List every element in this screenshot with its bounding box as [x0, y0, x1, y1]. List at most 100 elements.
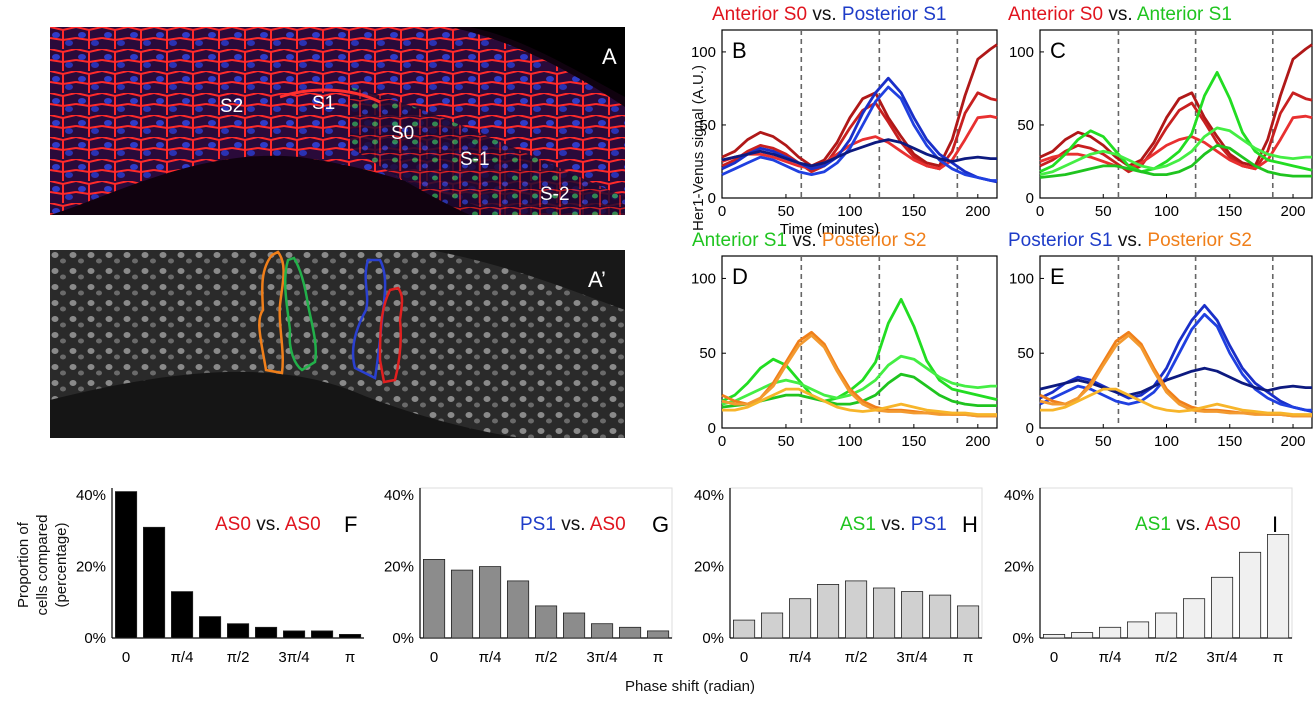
x-tick-label: 200	[1281, 433, 1306, 450]
y-tick-label: 20%	[76, 559, 106, 576]
y-tick-label: 100	[691, 44, 716, 61]
series-line-5	[1039, 126, 1312, 176]
series-line-3	[721, 114, 998, 171]
label-s0: S0	[391, 123, 414, 144]
x-tick-label: 0	[718, 203, 726, 220]
title-group-2: Posterior S2	[1147, 230, 1252, 251]
y-tick-label: 0%	[702, 630, 724, 647]
title-group-2: AS0	[285, 514, 321, 535]
bar-6	[563, 612, 586, 639]
bar-9	[338, 633, 362, 639]
x-tick-label: 50	[1095, 433, 1112, 450]
title-group-1: Anterior S0	[1008, 4, 1103, 25]
bar-charts: 0% 20% 40% 0 π/4 π/2 3π/4 π AS0 vs. AS0 F 0% 20% 40%…	[76, 487, 1293, 666]
bar-3	[170, 591, 194, 639]
x-tick-label: 0	[718, 433, 726, 450]
x-tick-label: 150	[1217, 203, 1242, 220]
y-tick-label: 50	[699, 345, 716, 362]
panel-letter-h: H	[962, 512, 978, 537]
outline-anterior-s0	[378, 286, 404, 384]
title-group-2: Posterior S2	[822, 230, 927, 251]
chart-title-h: AS1 vs. PS1	[840, 514, 947, 535]
x-tick-label: 150	[901, 433, 926, 450]
bar-2	[1071, 632, 1094, 639]
y-tick-label: 0	[1026, 190, 1034, 207]
bar-chart-g: 0% 20% 40% 0 π/4 π/2 3π/4 π PS1 vs. AS0 G	[384, 487, 673, 666]
y-tick-label: 40%	[384, 487, 414, 504]
bar-9	[647, 630, 670, 639]
bar-7	[1211, 576, 1234, 639]
y-tick-label: 50	[1017, 117, 1034, 134]
x-tick-label: π/4	[479, 649, 502, 666]
panel-letter-d: D	[732, 264, 748, 289]
bar-chart-f: 0% 20% 40% 0 π/4 π/2 3π/4 π AS0 vs. AS0 F	[76, 487, 364, 666]
title-group-1: AS1	[840, 514, 876, 535]
y-tick-label: 40%	[694, 487, 724, 504]
bar-3	[478, 566, 502, 639]
title-group-2: Anterior S1	[1137, 4, 1232, 25]
y-tick-label: 0	[708, 420, 716, 437]
panel-letter-i: I	[1272, 512, 1278, 537]
x-axis-label-phase: Phase shift (radian)	[624, 678, 756, 695]
x-tick-label: π/2	[535, 649, 558, 666]
panel-a-image: S2 S1 S0 S-1 S-2 A	[50, 27, 625, 215]
y-tick-label: 20%	[1004, 559, 1034, 576]
title-group-2: AS0	[1205, 514, 1241, 535]
title-group-1: PS1	[520, 514, 556, 535]
x-tick-label: 3π/4	[278, 649, 309, 666]
bar-6	[873, 587, 896, 639]
x-tick-label: π	[963, 649, 973, 666]
x-tick-label: 100	[1154, 433, 1179, 450]
x-tick-label: 200	[965, 203, 990, 220]
series-line-3	[1039, 366, 1312, 397]
series-line-2	[1039, 91, 1313, 174]
x-tick-label: π/2	[1155, 649, 1178, 666]
bar-1	[422, 559, 446, 639]
panel-letter-f: F	[344, 512, 357, 537]
series-line-4	[721, 76, 998, 184]
series-line-5	[1039, 333, 1312, 418]
y-tick-label: 0	[1026, 420, 1034, 437]
bar-1	[115, 491, 138, 639]
bar-8	[619, 626, 642, 639]
x-tick-label: 200	[965, 433, 990, 450]
series-line-5	[721, 333, 997, 418]
panel-letter-b: B	[732, 38, 747, 63]
bar-4	[506, 580, 530, 639]
line-chart-c: 0 50 100 150 200 0 50 100 Anterior S0 vs. Anteri…	[1008, 4, 1313, 220]
label-s2: S2	[220, 96, 243, 117]
y-tick-label: 100	[1009, 270, 1034, 287]
x-tick-label: 200	[1281, 203, 1306, 220]
bar-5	[226, 623, 250, 639]
x-tick-label: 0	[1036, 433, 1044, 450]
x-tick-label: 100	[837, 433, 862, 450]
bar-7	[591, 623, 614, 639]
bar-1	[733, 619, 756, 639]
bar-8	[929, 594, 952, 639]
bar-8	[1239, 551, 1262, 639]
bar-5	[1155, 612, 1178, 639]
x-tick-label: π/2	[227, 649, 250, 666]
series-line-1	[721, 43, 998, 168]
title-group-2: Posterior S1	[842, 4, 947, 25]
bar-9	[1267, 534, 1290, 639]
bar-7	[282, 630, 306, 639]
series-line-6	[722, 387, 997, 416]
title-vs: vs.	[1171, 514, 1205, 535]
panel-letter-g: G	[652, 512, 669, 537]
title-group-2: PS1	[911, 514, 947, 535]
y-tick-label: 100	[691, 270, 716, 287]
outline-posterior-s1	[351, 258, 387, 380]
y-tick-label: 0	[708, 190, 716, 207]
line-chart-e: 0 50 100 150 200 0 50 100 Posterior S1 vs. Poste…	[1008, 230, 1313, 450]
bar-9	[957, 605, 980, 639]
x-tick-label: 150	[1217, 433, 1242, 450]
title-group-1: AS1	[1135, 514, 1171, 535]
bar-3	[1099, 626, 1122, 639]
x-tick-label: 0	[122, 649, 130, 666]
chart-title-i: AS1 vs. AS0	[1135, 514, 1241, 535]
chart-title-d: Anterior S1 vs. Posterior S2	[692, 230, 926, 251]
outline-anterior-s1	[283, 256, 317, 372]
bar-6	[1183, 598, 1206, 639]
x-tick-label: π/2	[845, 649, 868, 666]
